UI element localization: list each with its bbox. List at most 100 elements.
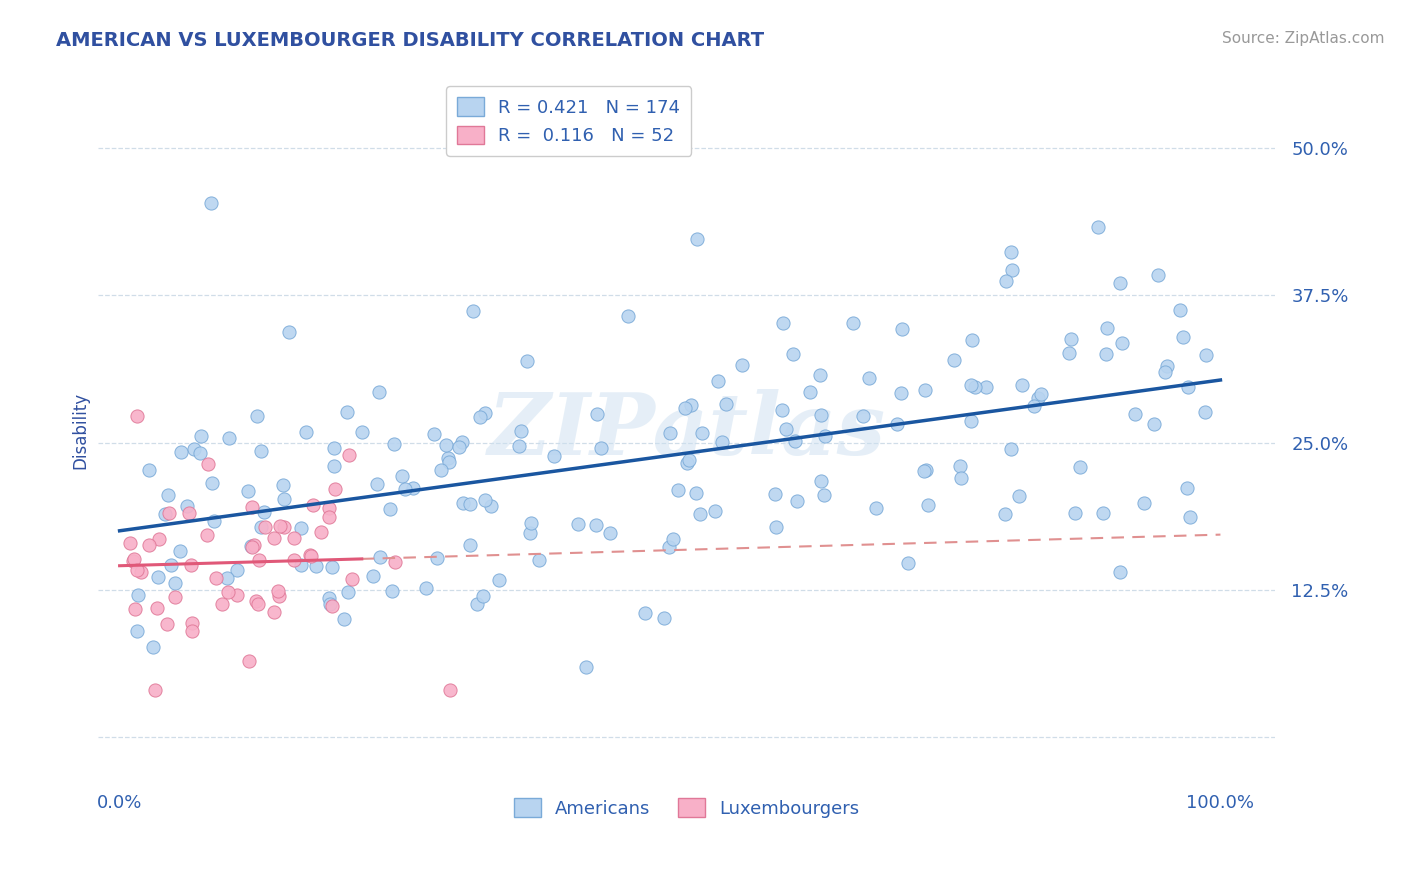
Point bbox=[914, 463, 936, 477]
Point bbox=[599, 525, 621, 540]
Y-axis label: Disability: Disability bbox=[72, 392, 89, 469]
Point bbox=[437, 450, 460, 465]
Point bbox=[463, 303, 485, 318]
Point bbox=[273, 520, 295, 534]
Point bbox=[1109, 276, 1132, 290]
Point bbox=[148, 569, 170, 583]
Point bbox=[249, 553, 271, 567]
Point bbox=[426, 550, 449, 565]
Point bbox=[1057, 346, 1080, 360]
Point bbox=[169, 544, 191, 558]
Point bbox=[350, 425, 373, 440]
Point bbox=[156, 617, 179, 632]
Point bbox=[686, 232, 709, 246]
Point bbox=[318, 500, 340, 515]
Point bbox=[1000, 442, 1022, 456]
Point bbox=[337, 448, 360, 462]
Point bbox=[1108, 565, 1130, 579]
Point bbox=[960, 378, 983, 392]
Point bbox=[240, 500, 263, 515]
Point bbox=[1171, 329, 1194, 343]
Point bbox=[305, 559, 328, 574]
Point bbox=[959, 414, 981, 428]
Point bbox=[366, 477, 388, 491]
Point bbox=[299, 549, 322, 563]
Point bbox=[170, 445, 193, 459]
Point bbox=[163, 591, 186, 605]
Point bbox=[1008, 489, 1031, 503]
Point bbox=[474, 493, 496, 508]
Point bbox=[245, 594, 267, 608]
Point bbox=[841, 316, 863, 330]
Point bbox=[1133, 496, 1156, 510]
Point bbox=[474, 406, 496, 420]
Point bbox=[897, 556, 920, 570]
Point bbox=[471, 589, 494, 603]
Point bbox=[943, 353, 966, 368]
Point bbox=[267, 583, 290, 598]
Point bbox=[321, 599, 343, 613]
Text: AMERICAN VS LUXEMBOURGER DISABILITY CORRELATION CHART: AMERICAN VS LUXEMBOURGER DISABILITY CORR… bbox=[56, 31, 765, 50]
Point bbox=[323, 482, 346, 496]
Point bbox=[786, 493, 808, 508]
Point bbox=[1178, 510, 1201, 524]
Point bbox=[659, 425, 682, 440]
Point bbox=[125, 409, 148, 423]
Point bbox=[814, 429, 837, 443]
Point bbox=[250, 444, 273, 458]
Point bbox=[204, 514, 226, 528]
Point bbox=[439, 683, 461, 698]
Point bbox=[965, 380, 987, 394]
Point bbox=[813, 488, 835, 502]
Point bbox=[319, 598, 342, 612]
Point bbox=[188, 445, 211, 459]
Point bbox=[197, 458, 219, 472]
Point bbox=[290, 521, 312, 535]
Point bbox=[226, 563, 249, 577]
Point bbox=[253, 520, 276, 534]
Point bbox=[423, 426, 446, 441]
Point bbox=[163, 575, 186, 590]
Point bbox=[252, 505, 274, 519]
Point bbox=[1000, 244, 1022, 259]
Point bbox=[1026, 391, 1049, 405]
Point bbox=[384, 437, 406, 451]
Point bbox=[434, 438, 457, 452]
Point bbox=[1111, 336, 1133, 351]
Point bbox=[239, 540, 262, 554]
Point bbox=[263, 606, 285, 620]
Point bbox=[283, 553, 305, 567]
Point bbox=[238, 483, 260, 498]
Point bbox=[215, 571, 238, 585]
Point bbox=[430, 463, 453, 477]
Point bbox=[180, 616, 202, 631]
Point bbox=[176, 499, 198, 513]
Point bbox=[460, 497, 482, 511]
Point bbox=[527, 553, 550, 567]
Point bbox=[914, 384, 936, 398]
Point bbox=[810, 408, 832, 422]
Point bbox=[543, 450, 565, 464]
Point bbox=[299, 549, 322, 563]
Point bbox=[267, 589, 290, 603]
Point bbox=[127, 588, 149, 602]
Point bbox=[142, 640, 165, 655]
Point bbox=[886, 417, 908, 432]
Point bbox=[238, 654, 260, 668]
Point bbox=[318, 591, 340, 605]
Point bbox=[368, 549, 391, 564]
Point bbox=[585, 407, 607, 421]
Point bbox=[479, 499, 502, 513]
Point bbox=[917, 498, 939, 512]
Point bbox=[217, 585, 239, 599]
Point bbox=[890, 386, 912, 401]
Point bbox=[616, 309, 638, 323]
Point bbox=[591, 441, 613, 455]
Point bbox=[465, 597, 488, 611]
Point bbox=[763, 486, 786, 500]
Point bbox=[711, 435, 734, 450]
Point bbox=[246, 597, 269, 611]
Point bbox=[322, 441, 344, 455]
Point bbox=[271, 478, 294, 492]
Point bbox=[309, 525, 332, 540]
